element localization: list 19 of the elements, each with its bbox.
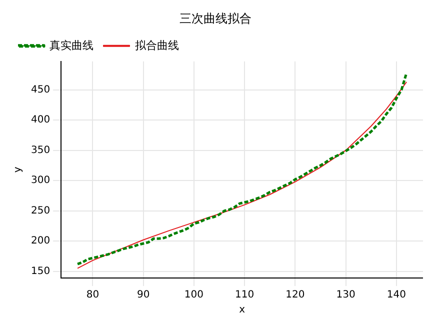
legend-label: 拟合曲线 bbox=[135, 38, 179, 52]
x-tick-label: 80 bbox=[86, 290, 100, 301]
y-tick-label: 250 bbox=[30, 205, 50, 216]
y-tick-label: 350 bbox=[30, 144, 50, 156]
x-tick-label: 130 bbox=[336, 290, 356, 301]
y-tick-label: 200 bbox=[30, 236, 50, 247]
x-tick-label: 140 bbox=[386, 290, 406, 301]
x-tick-label: 90 bbox=[136, 290, 150, 301]
y-tick-label: 400 bbox=[30, 114, 50, 126]
legend-label: 真实曲线 bbox=[50, 38, 94, 52]
chart-title: 三次曲线拟合 bbox=[180, 11, 252, 26]
y-tick-label: 450 bbox=[30, 84, 50, 96]
x-axis-title: x bbox=[239, 304, 246, 316]
y-axis-title: y bbox=[12, 166, 24, 173]
x-tick-label: 120 bbox=[286, 290, 305, 301]
x-tick-label: 110 bbox=[235, 290, 254, 301]
x-tick-label: 100 bbox=[184, 290, 204, 301]
y-tick-label: 150 bbox=[30, 266, 50, 277]
y-tick-label: 300 bbox=[30, 175, 50, 186]
